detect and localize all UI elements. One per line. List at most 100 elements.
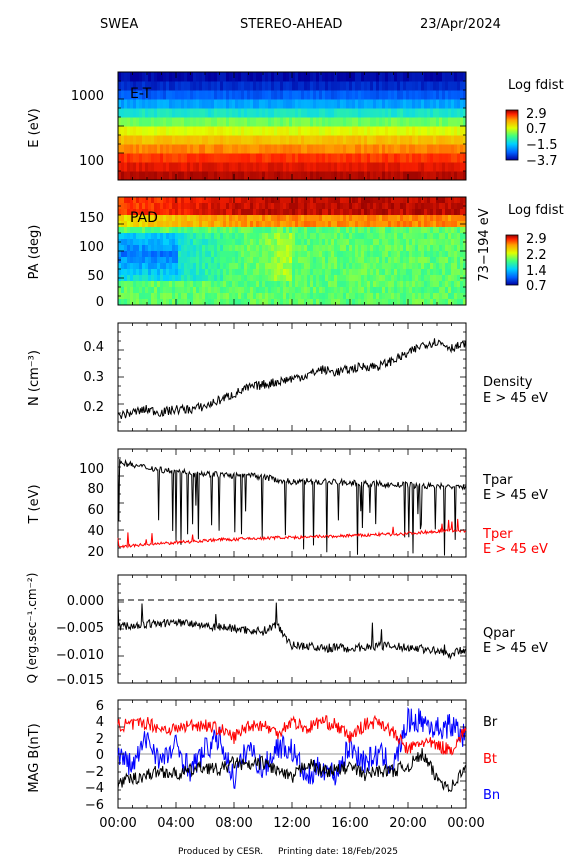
pitch-angle-cell bbox=[364, 269, 368, 276]
pitch-angle-cell bbox=[211, 293, 215, 300]
pitch-angle-cell bbox=[382, 245, 386, 252]
pitch-angle-cell bbox=[424, 257, 428, 264]
pitch-angle-cell bbox=[460, 293, 464, 300]
energy-spectrogram-cell bbox=[418, 90, 422, 100]
pitch-angle-cell bbox=[163, 257, 167, 264]
energy-spectrogram-cell bbox=[139, 162, 143, 172]
pitch-angle-cell bbox=[463, 245, 466, 252]
energy-spectrogram-cell bbox=[157, 72, 161, 82]
energy-spectrogram-cell bbox=[295, 162, 299, 172]
pitch-angle-cell bbox=[259, 203, 263, 210]
energy-spectrogram-cell bbox=[274, 117, 278, 127]
pitch-angle-cell bbox=[130, 245, 134, 252]
energy-ytick-100: 100 bbox=[79, 154, 104, 169]
energy-spectrogram-cell bbox=[442, 162, 446, 172]
pitch-angle-cell bbox=[328, 233, 332, 240]
energy-spectrogram-cell bbox=[382, 99, 386, 109]
pitch-angle-cell bbox=[154, 281, 158, 288]
pitch-angle-cell bbox=[457, 233, 461, 240]
energy-spectrogram-cell bbox=[409, 81, 413, 91]
pitch-angle-cell bbox=[307, 263, 311, 270]
pitch-angle-cell bbox=[355, 251, 359, 258]
pitch-angle-cell bbox=[304, 197, 308, 204]
pitch-angle-cell bbox=[358, 281, 362, 288]
pad-annotation: PAD bbox=[130, 210, 158, 226]
pitch-angle-cell bbox=[244, 245, 248, 252]
pitch-angle-cell bbox=[397, 263, 401, 270]
pitch-angle-cell bbox=[415, 299, 419, 305]
energy-spectrogram-cell bbox=[346, 81, 350, 91]
pitch-angle-cell bbox=[160, 215, 164, 222]
energy-spectrogram-cell bbox=[127, 171, 131, 180]
energy-spectrogram-cell bbox=[163, 135, 167, 145]
energy-spectrogram-cell bbox=[331, 171, 335, 180]
pitch-angle-cell bbox=[124, 215, 128, 222]
pitch-angle-cell bbox=[400, 287, 404, 294]
pitch-angle-cell bbox=[457, 221, 461, 228]
energy-spectrogram-cell bbox=[433, 90, 437, 100]
energy-spectrogram-cell bbox=[427, 72, 431, 82]
energy-spectrogram-cell bbox=[163, 72, 167, 82]
energy-spectrogram-cell bbox=[400, 135, 404, 145]
energy-spectrogram-cell bbox=[298, 117, 302, 127]
energy-spectrogram-cell bbox=[199, 108, 203, 118]
pitch-angle-cell bbox=[241, 263, 245, 270]
pitch-angle-cell bbox=[280, 293, 284, 300]
energy-spectrogram-cell bbox=[169, 99, 173, 109]
pitch-angle-cell bbox=[391, 203, 395, 210]
pitch-angle-cell bbox=[184, 203, 188, 210]
pitch-angle-cell bbox=[151, 197, 155, 204]
energy-spectrogram-cell bbox=[403, 81, 407, 91]
energy-spectrogram-cell bbox=[166, 162, 170, 172]
pitch-angle-cell bbox=[304, 287, 308, 294]
pitch-angle-cell bbox=[121, 233, 125, 240]
energy-spectrogram-cell bbox=[220, 81, 224, 91]
energy-spectrogram-cell bbox=[196, 153, 200, 163]
energy-spectrogram-cell bbox=[433, 135, 437, 145]
pitch-angle-cell bbox=[316, 263, 320, 270]
energy-spectrogram-cell bbox=[460, 99, 464, 109]
pitch-angle-cell bbox=[298, 245, 302, 252]
energy-spectrogram-cell bbox=[211, 81, 215, 91]
pitch-angle-cell bbox=[256, 209, 260, 216]
pitch-angle-cell bbox=[298, 227, 302, 234]
energy-spectrogram-cell bbox=[271, 81, 275, 91]
pitch-angle-cell bbox=[241, 245, 245, 252]
energy-spectrogram-cell bbox=[397, 72, 401, 82]
energy-spectrogram-cell bbox=[145, 171, 149, 180]
pitch-angle-cell bbox=[442, 293, 446, 300]
pitch-angle-cell bbox=[157, 239, 161, 246]
pitch-angle-cell bbox=[400, 215, 404, 222]
energy-spectrogram-cell bbox=[349, 162, 353, 172]
pitch-angle-cell bbox=[307, 257, 311, 264]
energy-spectrogram-cell bbox=[424, 72, 428, 82]
pitch-angle-cell bbox=[292, 203, 296, 210]
pitch-angle-cell bbox=[286, 251, 290, 258]
pitch-angle-cell bbox=[259, 245, 263, 252]
pitch-angle-cell bbox=[442, 233, 446, 240]
energy-spectrogram-cell bbox=[412, 81, 416, 91]
pitch-angle-cell bbox=[421, 197, 425, 204]
pitch-angle-cell bbox=[304, 221, 308, 228]
energy-spectrogram-cell bbox=[376, 171, 380, 180]
pitch-angle-cell bbox=[223, 269, 227, 276]
pitch-angle-cell bbox=[310, 257, 314, 264]
pitch-angle-cell bbox=[253, 299, 257, 305]
pitch-angle-cell bbox=[424, 227, 428, 234]
pitch-angle-cell bbox=[442, 251, 446, 258]
energy-spectrogram-cell bbox=[265, 135, 269, 145]
pitch-angle-cell bbox=[307, 287, 311, 294]
energy-spectrogram-cell bbox=[430, 99, 434, 109]
pitch-angle-cell bbox=[457, 281, 461, 288]
energy-spectrogram-cell bbox=[457, 162, 461, 172]
energy-spectrogram-cell bbox=[283, 126, 287, 136]
pitch-angle-cell bbox=[289, 221, 293, 228]
energy-spectrogram-cell bbox=[136, 126, 140, 136]
energy-spectrogram-cell bbox=[406, 153, 410, 163]
energy-spectrogram-cell bbox=[178, 72, 182, 82]
energy-spectrogram-cell bbox=[409, 72, 413, 82]
energy-spectrogram-cell bbox=[358, 81, 362, 91]
pitch-angle-cell bbox=[322, 281, 326, 288]
pitch-angle-cell bbox=[445, 233, 449, 240]
pitch-angle-cell bbox=[325, 203, 329, 210]
